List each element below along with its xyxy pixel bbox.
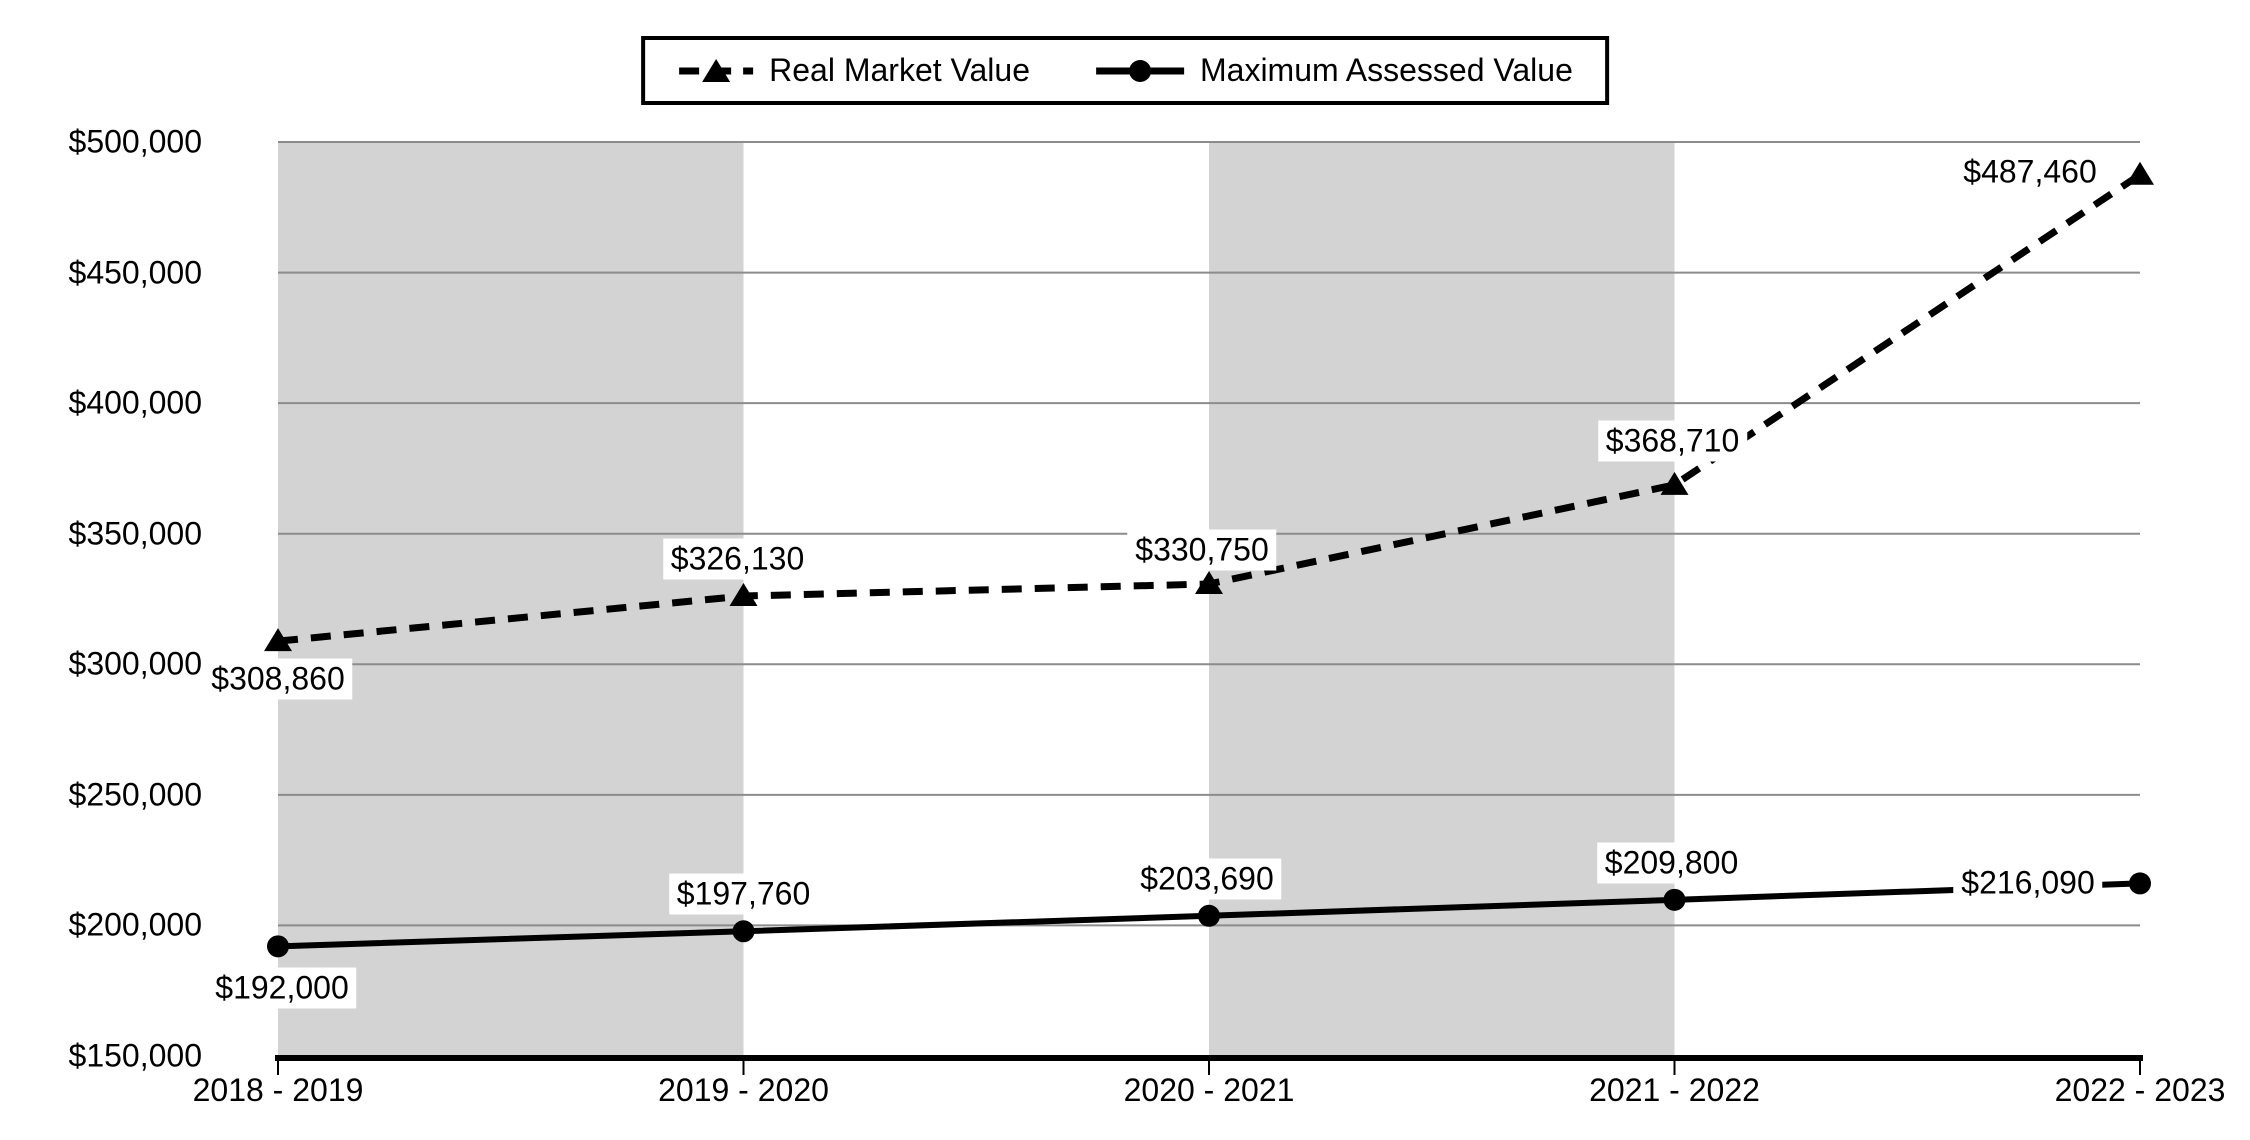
triangle-marker bbox=[264, 628, 292, 652]
legend-item-real-market-value: Real Market Value bbox=[677, 52, 1030, 89]
legend: Real Market Value Maximum Assessed Value bbox=[641, 36, 1609, 105]
circle-marker bbox=[267, 935, 289, 958]
shaded-band bbox=[278, 142, 744, 1056]
legend-item-maximum-assessed-value: Maximum Assessed Value bbox=[1094, 52, 1573, 89]
solid-line-circle-marker-icon bbox=[1095, 59, 1184, 82]
triangle-marker bbox=[729, 583, 758, 607]
triangle-marker bbox=[1660, 471, 1689, 495]
legend-label-maximum-assessed-value: Maximum Assessed Value bbox=[1199, 52, 1573, 88]
triangle-marker bbox=[1195, 570, 1223, 594]
dashed-line-triangle-marker-icon bbox=[679, 58, 754, 82]
triangle-marker bbox=[2126, 161, 2154, 185]
circle-marker bbox=[1663, 888, 1686, 911]
circle-marker bbox=[732, 920, 755, 943]
circle-marker bbox=[2129, 872, 2151, 895]
legend-label-real-market-value: Real Market Value bbox=[769, 52, 1030, 88]
circle-marker bbox=[1198, 904, 1220, 927]
shaded-band bbox=[1209, 142, 1675, 1056]
